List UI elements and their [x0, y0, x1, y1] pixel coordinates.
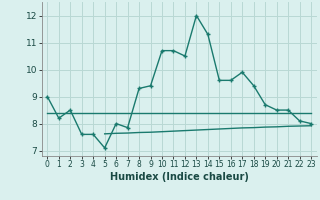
- X-axis label: Humidex (Indice chaleur): Humidex (Indice chaleur): [110, 172, 249, 182]
